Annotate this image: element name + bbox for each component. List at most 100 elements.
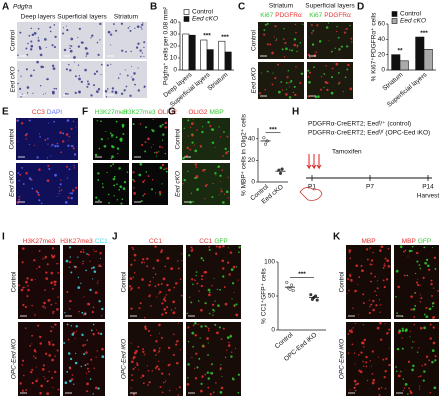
cell-spot <box>212 182 214 185</box>
cell-spot <box>196 366 199 369</box>
cell-spot <box>219 288 222 291</box>
cell-spot <box>142 180 145 183</box>
cell-spot <box>397 374 401 378</box>
cell-spot <box>82 262 84 265</box>
cell-spot <box>222 327 225 330</box>
cell-spot <box>132 367 135 371</box>
cell-spot <box>419 294 421 296</box>
cell-spot <box>95 356 97 358</box>
row-label: Control <box>175 128 182 150</box>
cell-spot <box>42 369 44 371</box>
cell-spot <box>194 149 198 153</box>
cell-spot <box>196 188 200 191</box>
cell-spot <box>77 256 79 258</box>
cell-spot <box>85 390 89 393</box>
significance: *** <box>203 33 211 40</box>
cell-spot <box>38 249 41 252</box>
cell-spot <box>131 246 134 249</box>
cell-spot <box>225 151 228 155</box>
cell-spot <box>423 246 426 249</box>
row-label: Control <box>121 271 128 293</box>
cell-spot <box>287 70 290 72</box>
cell-spot <box>47 379 49 382</box>
x-tick-label: Striatum <box>206 71 229 92</box>
column-title: Deep layers <box>21 14 56 21</box>
cell-spot <box>51 64 55 68</box>
cell-spot <box>144 353 146 355</box>
cell-spot <box>181 259 183 262</box>
cell-spot <box>410 249 413 252</box>
cell-spot <box>291 49 294 52</box>
cell-spot <box>379 338 383 341</box>
cell-spot <box>51 358 54 362</box>
cell-spot <box>141 52 143 54</box>
cell-spot <box>300 72 304 75</box>
cell-spot <box>371 381 375 385</box>
cell-spot <box>346 27 348 30</box>
cell-spot <box>425 306 428 310</box>
cell-spot <box>77 286 81 290</box>
cell-spot <box>167 346 171 350</box>
cell-spot <box>24 286 26 288</box>
cell-spot <box>399 245 403 249</box>
cell-spot <box>174 307 177 309</box>
cell-spot <box>401 337 403 339</box>
cell-spot <box>51 376 54 379</box>
cell-spot <box>101 355 105 359</box>
cell-spot <box>161 146 163 149</box>
cell-spot <box>408 387 410 390</box>
cell-spot <box>200 308 203 312</box>
cell-spot <box>118 167 121 170</box>
cell-spot <box>95 250 97 253</box>
cell-spot <box>65 68 68 71</box>
cell-spot <box>354 389 357 392</box>
cell-spot <box>208 312 211 315</box>
cell-spot <box>98 264 101 268</box>
cell-spot <box>106 88 109 90</box>
cell-spot <box>67 338 70 341</box>
cell-spot <box>388 363 391 367</box>
cell-spot <box>51 143 54 146</box>
cell-spot <box>82 344 85 347</box>
cell-spot <box>430 279 433 282</box>
cell-spot <box>150 305 152 307</box>
cell-spot <box>206 183 208 186</box>
cell-spot <box>111 90 114 93</box>
cell-spot <box>323 86 325 89</box>
cell-spot <box>358 369 361 372</box>
micrograph <box>182 163 230 205</box>
cell-spot <box>351 41 353 43</box>
cell-spot <box>411 368 414 372</box>
cell-spot <box>227 247 229 249</box>
cell-spot <box>276 38 278 40</box>
cell-spot <box>419 284 421 286</box>
cell-spot <box>139 49 142 52</box>
cell-spot <box>82 251 85 254</box>
cell-spot <box>207 288 211 292</box>
cell-spot <box>200 382 203 385</box>
cell-spot <box>97 179 100 181</box>
cell-spot <box>119 73 121 75</box>
cell-spot <box>50 155 52 157</box>
legend-label: Control <box>400 11 422 18</box>
cell-spot <box>78 310 80 313</box>
cell-spot <box>75 126 77 128</box>
cell-spot <box>172 353 175 356</box>
cell-spot <box>140 261 144 264</box>
cell-spot <box>362 346 365 348</box>
cell-spot <box>347 333 350 335</box>
panel-label: F <box>82 107 88 118</box>
cell-spot <box>220 338 223 340</box>
cell-spot <box>317 95 320 98</box>
cell-spot <box>361 341 365 345</box>
cell-spot <box>371 373 374 375</box>
cell-spot <box>365 361 368 364</box>
cell-spot <box>100 138 104 141</box>
cell-spot <box>33 355 35 357</box>
data-point <box>310 297 314 301</box>
column-title: Superficial layers <box>57 14 107 21</box>
data-point <box>285 280 289 284</box>
cell-spot <box>18 180 20 182</box>
cell-spot <box>92 306 95 309</box>
cell-spot <box>311 32 313 34</box>
